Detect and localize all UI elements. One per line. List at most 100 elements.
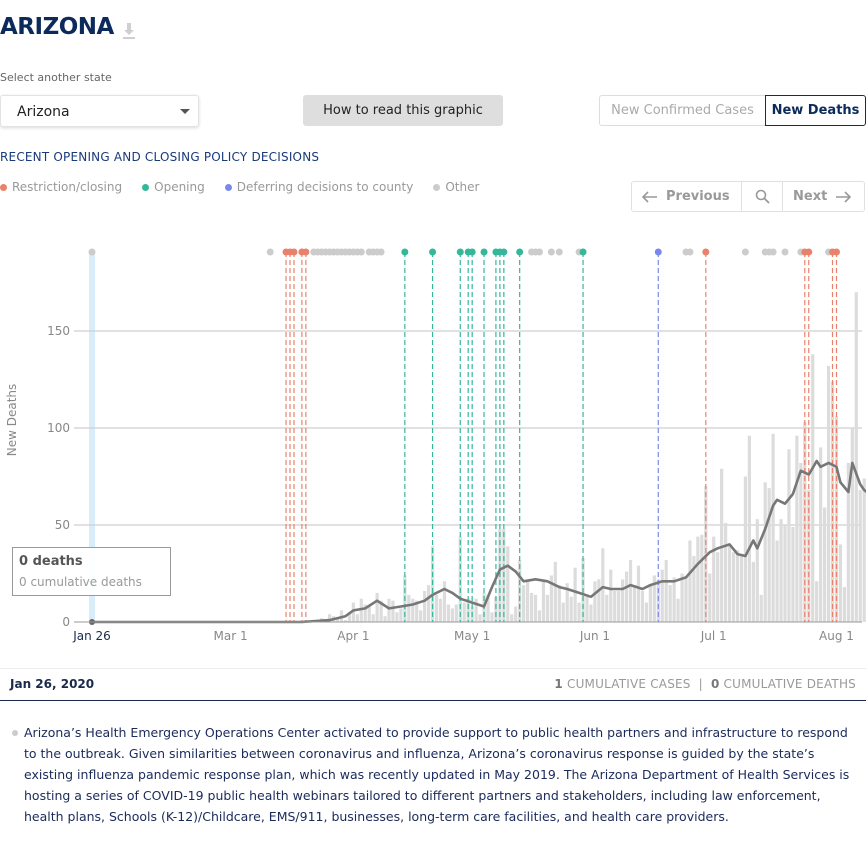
x-tick-label: Jul 1 [700, 629, 727, 643]
bar [735, 550, 740, 622]
bar [391, 600, 395, 622]
bar [375, 592, 379, 622]
bar [486, 594, 490, 622]
chevron-down-icon [180, 109, 190, 114]
bar [367, 606, 371, 622]
search-button[interactable] [742, 182, 783, 211]
search-icon [755, 189, 770, 204]
x-tick-label: Aug 1 [819, 629, 854, 643]
new-deaths-button[interactable]: New Deaths [765, 95, 866, 126]
bar [454, 604, 458, 622]
bar [529, 592, 534, 622]
bar [434, 594, 439, 622]
bar [823, 507, 827, 622]
bar [557, 585, 561, 622]
bar [621, 579, 625, 622]
bar [648, 585, 652, 622]
bar [573, 567, 577, 622]
bar [379, 600, 383, 622]
legend-label-county: Deferring decisions to county [236, 180, 414, 194]
bar [664, 559, 668, 622]
bar [347, 614, 351, 622]
bar [577, 602, 581, 622]
cumulative-deaths-label: CUMULATIVE DEATHS [723, 677, 856, 691]
cumulative-cases-label: CUMULATIVE CASES [567, 677, 691, 691]
download-icon[interactable] [121, 22, 137, 40]
policy-dot-other [769, 248, 777, 256]
bar [759, 594, 763, 622]
bar [779, 519, 783, 622]
bar [355, 614, 359, 622]
metric-toggle: New Confirmed Cases New Deaths [599, 95, 866, 126]
bar [747, 435, 751, 622]
bar [854, 292, 858, 622]
policy-note: Arizona’s Health Emergency Operations Ce… [24, 725, 850, 824]
cumulative-cases-value: 1 [554, 677, 563, 691]
bar [842, 587, 846, 622]
deaths-chart[interactable]: 0 50 100 150 Mar 1 Apr 1 May 1 Jun 1 Jul 1 Aug 1 J… [0, 230, 866, 650]
policy-dot-other [686, 248, 694, 256]
bar [438, 598, 443, 622]
bar [565, 583, 569, 622]
bar [811, 354, 815, 622]
bar [522, 585, 526, 622]
state-select[interactable]: Arizona [0, 95, 199, 127]
bar [668, 585, 672, 622]
bar [751, 561, 755, 622]
average-line [92, 459, 866, 624]
bar [526, 581, 530, 622]
cumulative-stats: 1 CUMULATIVE CASES | 0 CUMULATIVE DEATHS [554, 677, 856, 691]
x-tick-label: Jun 1 [579, 629, 610, 643]
y-tick-label: 0 [62, 615, 70, 629]
policy-dot-opening [516, 248, 524, 256]
new-confirmed-cases-button[interactable]: New Confirmed Cases [599, 95, 765, 126]
bar [458, 536, 462, 622]
y-tick-label: 50 [55, 518, 70, 532]
previous-button[interactable]: Previous [632, 182, 742, 211]
current-date: Jan 26, 2020 [10, 677, 95, 691]
bar [783, 525, 787, 622]
policy-dot-opening [429, 248, 437, 256]
policy-dot-other [547, 248, 555, 256]
bar [819, 447, 823, 622]
bar [419, 610, 423, 622]
bar [411, 598, 415, 622]
policy-heading: RECENT OPENING AND CLOSING POLICY DECISI… [0, 150, 320, 164]
state-select-value: Arizona [17, 104, 70, 120]
policy-dot-restriction [702, 248, 710, 256]
arrow-right-icon [836, 190, 852, 203]
bar [506, 546, 510, 622]
policy-dot-other [535, 248, 543, 256]
bar [628, 559, 633, 622]
bar [640, 590, 645, 622]
bar [605, 594, 609, 622]
bar [692, 556, 696, 622]
bar [399, 608, 403, 622]
bar [716, 552, 720, 622]
bar [383, 616, 387, 622]
next-label: Next [793, 189, 828, 204]
bar [466, 598, 470, 622]
legend-item-other: Other [433, 180, 479, 194]
policy-dot-opening [500, 248, 508, 256]
bar [763, 482, 767, 622]
bar [407, 594, 411, 622]
how-to-read-button[interactable]: How to read this graphic [303, 95, 503, 126]
legend-dot-opening [142, 183, 150, 191]
bar [343, 620, 348, 622]
bar [826, 365, 831, 622]
bar [442, 581, 447, 622]
state-select-label: Select another state [0, 71, 112, 84]
policy-dot-other [555, 248, 563, 256]
page-title: ARIZONA [0, 14, 114, 40]
bar [803, 422, 807, 622]
bar [387, 598, 391, 622]
bar [743, 476, 747, 622]
bar [545, 594, 549, 622]
bar [593, 581, 597, 622]
bar [351, 602, 355, 622]
bar [731, 552, 736, 622]
next-button[interactable]: Next [783, 182, 864, 211]
bar [395, 612, 399, 622]
bar [328, 614, 332, 622]
